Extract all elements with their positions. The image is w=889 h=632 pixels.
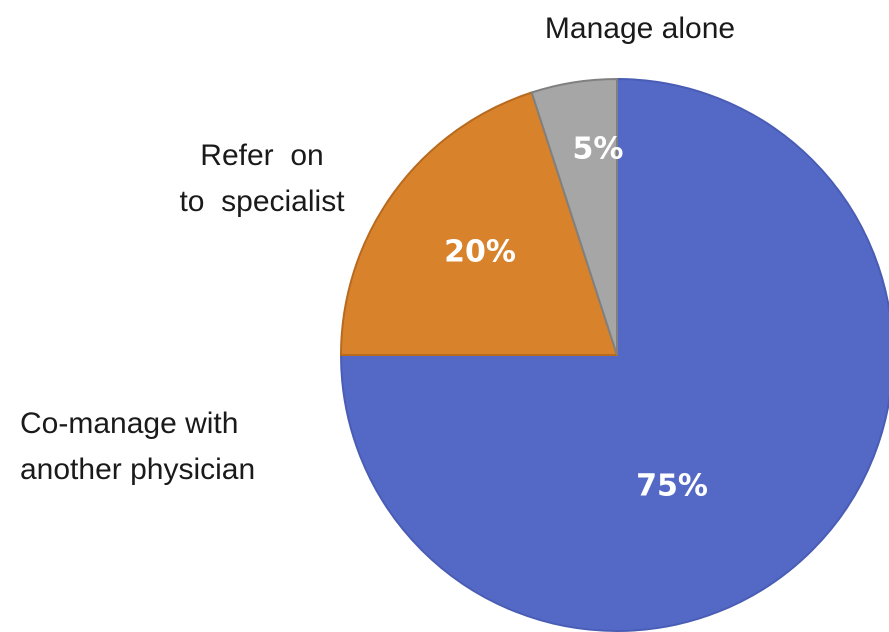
label-line: Manage alone bbox=[545, 12, 735, 45]
category-label: Refer on to specialist bbox=[179, 139, 345, 218]
label-line: Co-manage with bbox=[20, 407, 238, 440]
value-label: 20% bbox=[444, 235, 516, 270]
label-line: another physician bbox=[20, 453, 255, 486]
label-line: to specialist bbox=[179, 185, 345, 218]
value-label: 5% bbox=[573, 132, 624, 167]
category-label: Co-manage with another physician bbox=[20, 407, 255, 486]
pie-slice bbox=[339, 91, 619, 356]
label-line: Refer on bbox=[200, 139, 323, 172]
category-label: Manage alone bbox=[545, 12, 735, 45]
value-label: 75% bbox=[636, 469, 708, 504]
pie-slice bbox=[530, 77, 618, 356]
pie-slice bbox=[339, 77, 889, 632]
